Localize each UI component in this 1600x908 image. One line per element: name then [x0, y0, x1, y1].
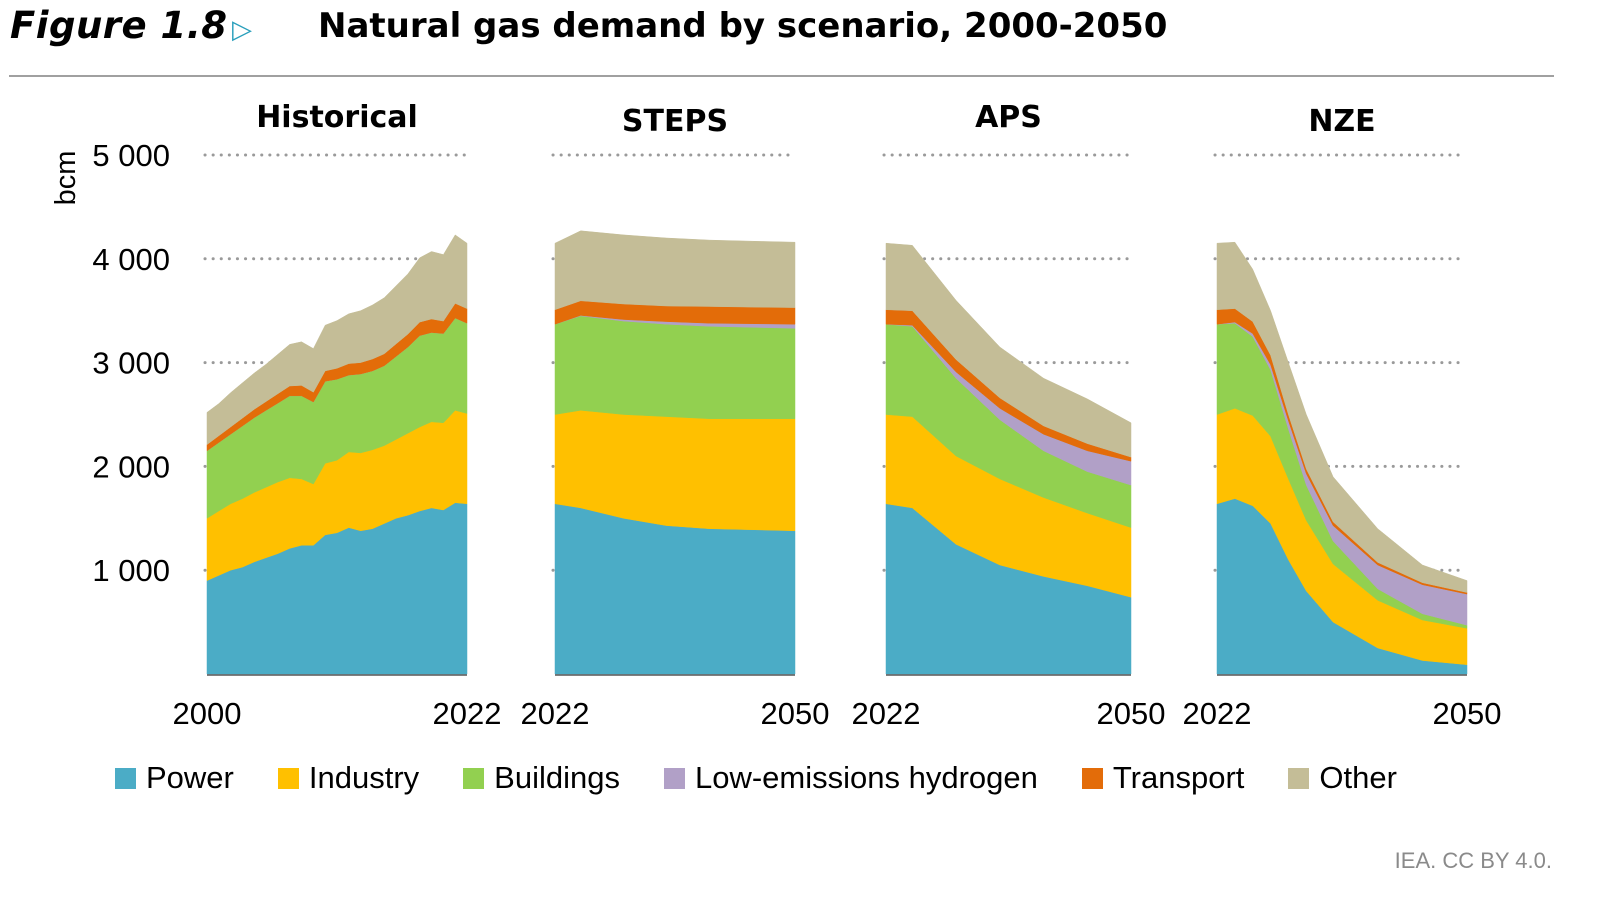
legend-label: Power	[146, 760, 234, 795]
x-tick-label: 2000	[173, 696, 242, 731]
legend-swatch	[663, 767, 685, 789]
area-other-nze	[1216, 241, 1468, 593]
x-tick-label: 2022	[521, 696, 590, 731]
x-tick-label: 2022	[433, 696, 502, 731]
x-tick-label: 2022	[1183, 696, 1252, 731]
area-other-historical	[206, 234, 468, 446]
legend-item: Low-emissions hydrogen	[663, 760, 1038, 796]
legend-label: Other	[1319, 760, 1397, 795]
chart-title: Natural gas demand by scenario, 2000-205…	[318, 6, 1168, 46]
y-tick-label: 3 000	[92, 346, 170, 381]
panel-title: NZE	[1308, 104, 1375, 139]
legend-item: Industry	[277, 760, 420, 796]
legend-label: Industry	[308, 760, 420, 795]
title-divider	[9, 75, 1554, 77]
legend-swatch	[1288, 767, 1310, 789]
legend: Power Industry Buildings Low-emissions hydr…	[115, 760, 1441, 796]
area-other-aps	[885, 242, 1132, 458]
y-tick-label: 4 000	[92, 242, 170, 277]
panel-title: APS	[975, 100, 1042, 135]
legend-item: Transport	[1081, 760, 1245, 796]
legend-swatch	[115, 767, 136, 789]
legend-label: Buildings	[494, 760, 620, 795]
legend-swatch	[277, 767, 299, 789]
panel-title: Historical	[256, 100, 418, 135]
x-tick-label: 2050	[761, 696, 830, 731]
panel-title: STEPS	[622, 104, 728, 139]
legend-item: Buildings	[463, 760, 620, 796]
legend-label: Low-emissions hydrogen	[694, 760, 1038, 795]
legend-swatch	[463, 767, 485, 789]
y-axis-label: bcm	[50, 151, 82, 206]
x-tick-label: 2022	[852, 696, 921, 731]
y-tick-label: 2 000	[92, 449, 170, 484]
figure-label: Figure 1.8	[10, 4, 228, 47]
legend-item: Other	[1288, 760, 1397, 796]
area-buildings-steps	[554, 315, 796, 419]
triangle-right-outline-icon: ▷	[232, 14, 252, 44]
source-credit: IEA. CC BY 4.0.	[1394, 848, 1552, 873]
legend-label: Transport	[1112, 760, 1245, 795]
x-tick-label: 2050	[1097, 696, 1166, 731]
area-other-steps	[554, 230, 796, 311]
y-tick-label: 5 000	[92, 138, 170, 173]
x-tick-label: 2050	[1433, 696, 1502, 731]
legend-item: Power	[115, 760, 234, 796]
y-tick-label: 1 000	[92, 553, 170, 588]
legend-swatch	[1081, 767, 1103, 789]
